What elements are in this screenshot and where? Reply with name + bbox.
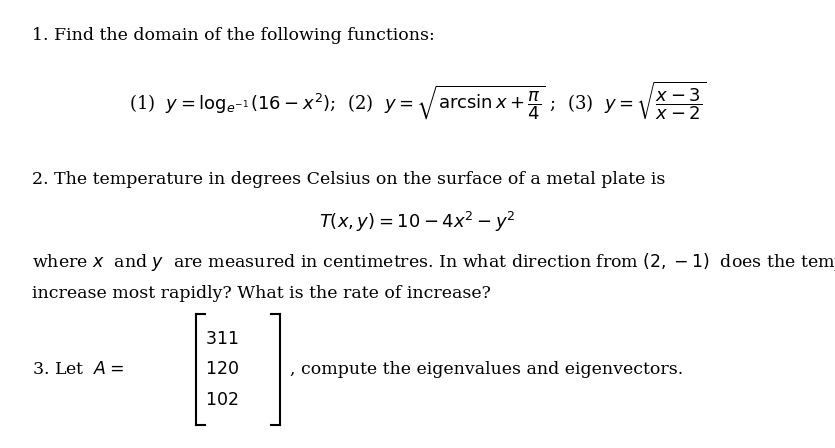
Text: increase most rapidly? What is the rate of increase?: increase most rapidly? What is the rate … (32, 285, 491, 302)
Text: $T(x,y)=10-4x^2-y^2$: $T(x,y)=10-4x^2-y^2$ (319, 210, 516, 234)
Text: where $x$  and $y$  are measured in centimetres. In what direction from $(2,-1)$: where $x$ and $y$ are measured in centim… (32, 251, 835, 273)
Text: 3. Let  $A=$: 3. Let $A=$ (32, 361, 124, 378)
Text: $1  2  0$: $1 2 0$ (205, 361, 239, 378)
Text: , compute the eigenvalues and eigenvectors.: , compute the eigenvalues and eigenvecto… (290, 361, 683, 378)
Text: 1. Find the domain of the following functions:: 1. Find the domain of the following func… (32, 27, 434, 44)
Text: $1  0  2$: $1 0 2$ (205, 392, 238, 409)
Text: (1)  $y=\log_{e^{-1}}(16-x^2)$;  (2)  $y=\sqrt{\arcsin x+\dfrac{\pi}{4}}$ ;  (3): (1) $y=\log_{e^{-1}}(16-x^2)$; (2) $y=\s… (129, 80, 706, 122)
Text: 2. The temperature in degrees Celsius on the surface of a metal plate is: 2. The temperature in degrees Celsius on… (32, 171, 665, 188)
Text: $3  1  1$: $3 1 1$ (205, 331, 238, 348)
